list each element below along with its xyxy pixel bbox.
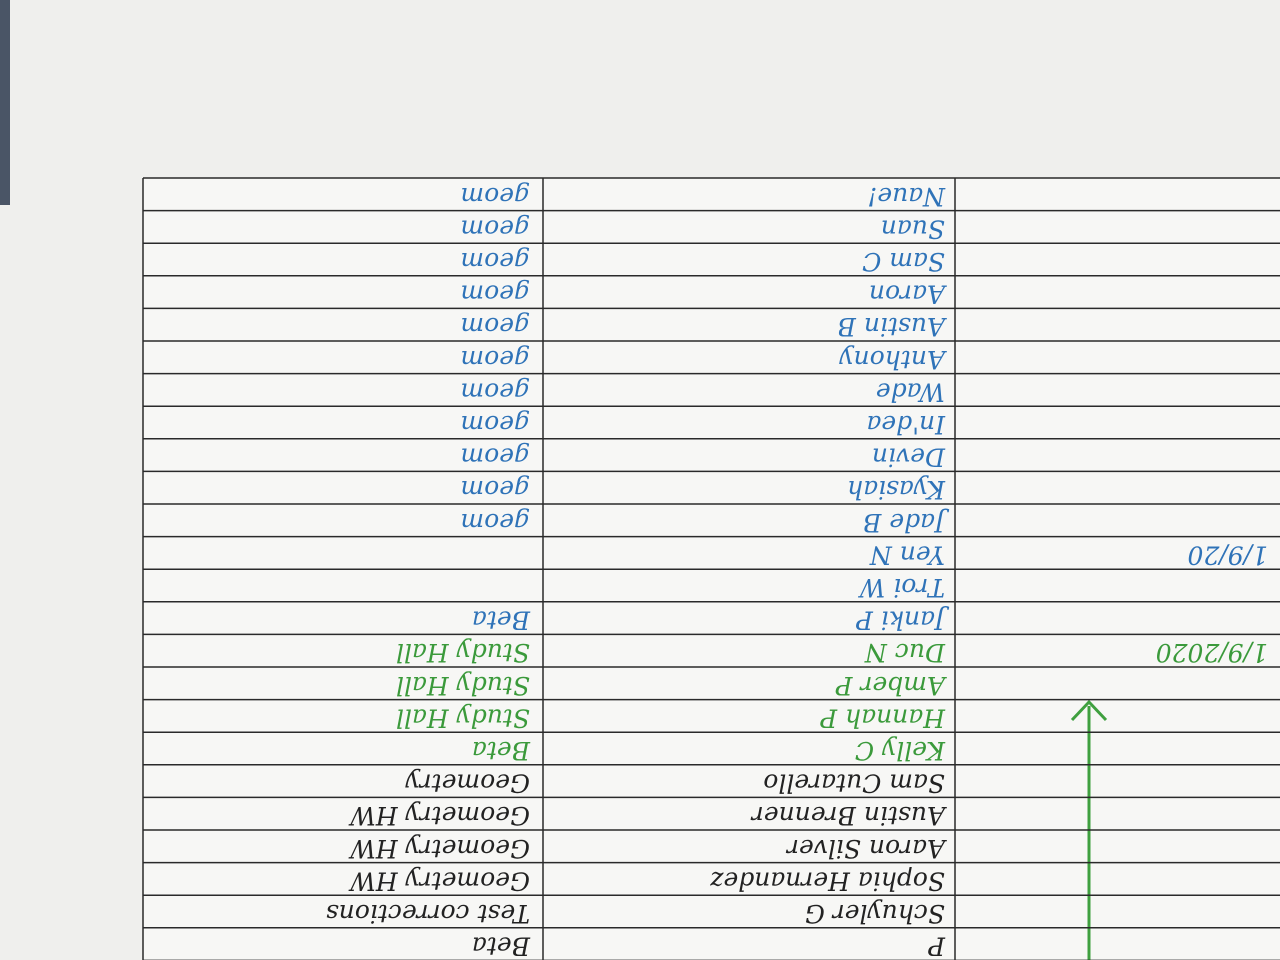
activity: Test corrections [326, 899, 530, 928]
student-name: Wade [876, 377, 945, 406]
student-name: Jade B [863, 508, 950, 537]
date: 1/9/20 [1187, 540, 1268, 569]
activity: geom [460, 312, 530, 341]
student-name: Sam Cutarello [763, 769, 945, 798]
student-name: Austin Brenner [750, 801, 947, 830]
activity: Geometry [405, 769, 530, 798]
activity: Geometry HW [348, 866, 530, 895]
activity: geom [460, 214, 530, 243]
student-name: Suan [881, 214, 945, 243]
activity: Study Hall [396, 638, 530, 667]
activity: geom [460, 280, 530, 309]
activity: Study Hall [396, 671, 530, 700]
student-name: Troi W [857, 573, 945, 602]
activity: geom [460, 443, 530, 472]
activity: geom [460, 508, 530, 537]
student-name: Anthony [839, 345, 947, 374]
activity: geom [460, 345, 530, 374]
student-name: Amber P [835, 671, 947, 700]
arrow [1070, 699, 1108, 960]
activity: geom [460, 410, 530, 439]
activity: Geometry HW [348, 834, 530, 863]
activity: geom [460, 475, 530, 504]
student-name: Aaron [869, 280, 947, 309]
student-name: Janki P [855, 606, 950, 635]
arrow-head [1070, 699, 1108, 722]
activity: Beta [472, 736, 531, 765]
activity: geom [460, 247, 530, 276]
activity: geom [460, 377, 530, 406]
student-name: Sophia Hernandez [709, 866, 945, 895]
student-name: Aaron Silver [785, 834, 947, 863]
student-name: Duc N [864, 638, 946, 667]
date: 1/9/2020 [1156, 638, 1268, 667]
student-name: Austin B [838, 312, 947, 341]
activity: geom [460, 182, 530, 211]
activity: Geometry HW [348, 801, 530, 830]
student-name: Devin [872, 443, 946, 472]
student-name: Kelly C [855, 736, 946, 765]
student-name: Sam C [862, 247, 945, 276]
activity: Beta [472, 932, 531, 960]
background-edge [0, 0, 10, 205]
student-name: Hannah P [819, 703, 946, 732]
student-name: Schuyler G [805, 899, 945, 928]
student-name: Yen N [869, 540, 945, 569]
student-name: In'dea [866, 410, 946, 439]
activity: Study Hall [396, 703, 530, 732]
student-name: Kyasiah [847, 475, 946, 504]
student-name: P [927, 932, 946, 960]
student-name: Naue! [867, 182, 946, 211]
activity: Beta [472, 606, 531, 635]
